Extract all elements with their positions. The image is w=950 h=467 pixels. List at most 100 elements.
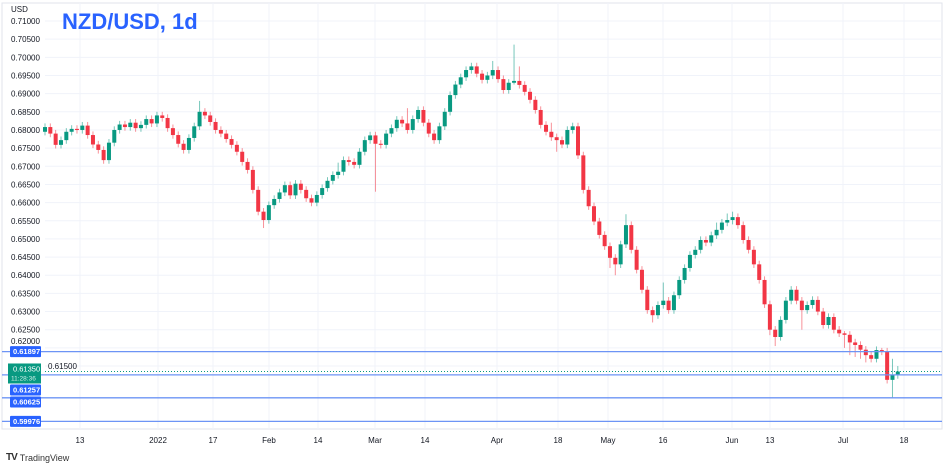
- bar-countdown-label: 11:28:36: [11, 375, 36, 382]
- candle-body: [234, 144, 239, 152]
- candle-body: [389, 128, 394, 134]
- candle-body: [197, 111, 202, 127]
- candle-body: [224, 133, 229, 140]
- candle-body: [874, 350, 879, 359]
- candle-body: [101, 149, 106, 161]
- bearish-candle: [208, 111, 213, 126]
- candle-body: [645, 289, 650, 311]
- y-tick-label: 0.64500: [11, 253, 40, 262]
- bearish-candle: [591, 202, 596, 226]
- x-tick-label: 16: [659, 436, 668, 445]
- candle-body: [293, 183, 298, 196]
- candle-body: [170, 128, 175, 136]
- y-tick-label: 0.65500: [11, 217, 40, 226]
- bullish-candle: [464, 66, 469, 81]
- bearish-candle: [421, 106, 426, 127]
- bearish-candle: [85, 121, 90, 139]
- candle-body: [773, 329, 778, 337]
- candle-body: [661, 300, 666, 306]
- bullish-candle: [719, 218, 724, 234]
- bearish-candle: [554, 133, 559, 152]
- y-tick-label: 0.65000: [11, 235, 40, 244]
- candle-body: [165, 117, 170, 129]
- bearish-candle: [831, 313, 836, 334]
- candle-body: [767, 304, 772, 330]
- y-tick-label: 0.64000: [11, 271, 40, 280]
- candle-body: [133, 122, 138, 129]
- candle-body: [607, 246, 612, 258]
- candle-body: [826, 317, 831, 325]
- bullish-candle: [64, 128, 69, 144]
- y-tick-label: 0.63500: [11, 289, 40, 298]
- bearish-candle: [613, 254, 618, 276]
- bearish-candle: [863, 346, 868, 363]
- bearish-candle: [122, 120, 127, 131]
- candle-body: [122, 124, 127, 128]
- bearish-candle: [218, 126, 223, 138]
- bearish-candle: [432, 129, 437, 144]
- candle-body: [192, 126, 197, 138]
- bullish-candle: [144, 115, 149, 129]
- candle-body: [623, 225, 628, 245]
- candle-body: [554, 137, 559, 141]
- bullish-candle: [655, 301, 660, 319]
- bearish-candle: [245, 158, 250, 174]
- x-tick-label: 14: [314, 436, 323, 445]
- bearish-candle: [96, 140, 101, 154]
- bearish-candle: [794, 286, 799, 305]
- candle-body: [309, 198, 314, 203]
- candle-body: [437, 126, 442, 141]
- bearish-candle: [629, 221, 634, 254]
- candle-body: [421, 109, 426, 123]
- level-price-badge: [10, 415, 41, 427]
- bearish-candle: [837, 326, 842, 337]
- candle-body: [799, 300, 804, 311]
- bearish-candle: [133, 119, 138, 132]
- candle-body: [336, 171, 341, 175]
- level-price-label: 0.59976: [13, 417, 40, 426]
- bullish-candle: [368, 131, 373, 144]
- candle-body: [229, 139, 234, 145]
- candle-body: [277, 192, 282, 199]
- candle-body: [687, 254, 692, 268]
- candle-body: [544, 124, 549, 132]
- bearish-candle: [597, 217, 602, 239]
- bullish-candle: [336, 162, 341, 179]
- candle-body: [853, 342, 858, 345]
- last-price-badge: [8, 363, 41, 384]
- x-tick-label: 13: [766, 436, 775, 445]
- bullish-candle: [448, 91, 453, 116]
- candle-body: [757, 264, 762, 280]
- candle-body: [128, 122, 133, 128]
- candle-body: [890, 375, 895, 380]
- candle-body: [202, 111, 207, 116]
- tradingview-logo[interactable]: TV TradingView: [6, 452, 69, 463]
- bearish-candle: [517, 66, 522, 89]
- candle-body: [261, 211, 266, 221]
- bullish-candle: [512, 44, 517, 85]
- bearish-candle: [842, 331, 847, 348]
- bearish-candle: [74, 125, 79, 134]
- chart-title: NZD/USD, 1d: [62, 9, 198, 34]
- bearish-candle: [256, 186, 261, 216]
- candle-body: [735, 217, 740, 226]
- bearish-candle: [549, 122, 554, 141]
- bullish-candle: [277, 188, 282, 203]
- bearish-candle: [229, 135, 234, 149]
- bearish-candle: [757, 260, 762, 284]
- candle-body: [288, 185, 293, 196]
- bullish-candle: [778, 316, 783, 341]
- candle-body: [512, 80, 517, 83]
- bearish-candle: [149, 115, 154, 128]
- x-tick-label: 18: [554, 436, 563, 445]
- bullish-candle: [895, 366, 900, 379]
- bearish-candle: [101, 146, 106, 164]
- y-tick-label: 0.70000: [11, 53, 40, 62]
- x-tick-label: May: [600, 436, 615, 445]
- bullish-candle: [330, 171, 335, 185]
- candle-body: [373, 135, 378, 144]
- bearish-candle: [544, 121, 549, 136]
- candle-body: [325, 180, 330, 189]
- bearish-candle: [234, 141, 239, 156]
